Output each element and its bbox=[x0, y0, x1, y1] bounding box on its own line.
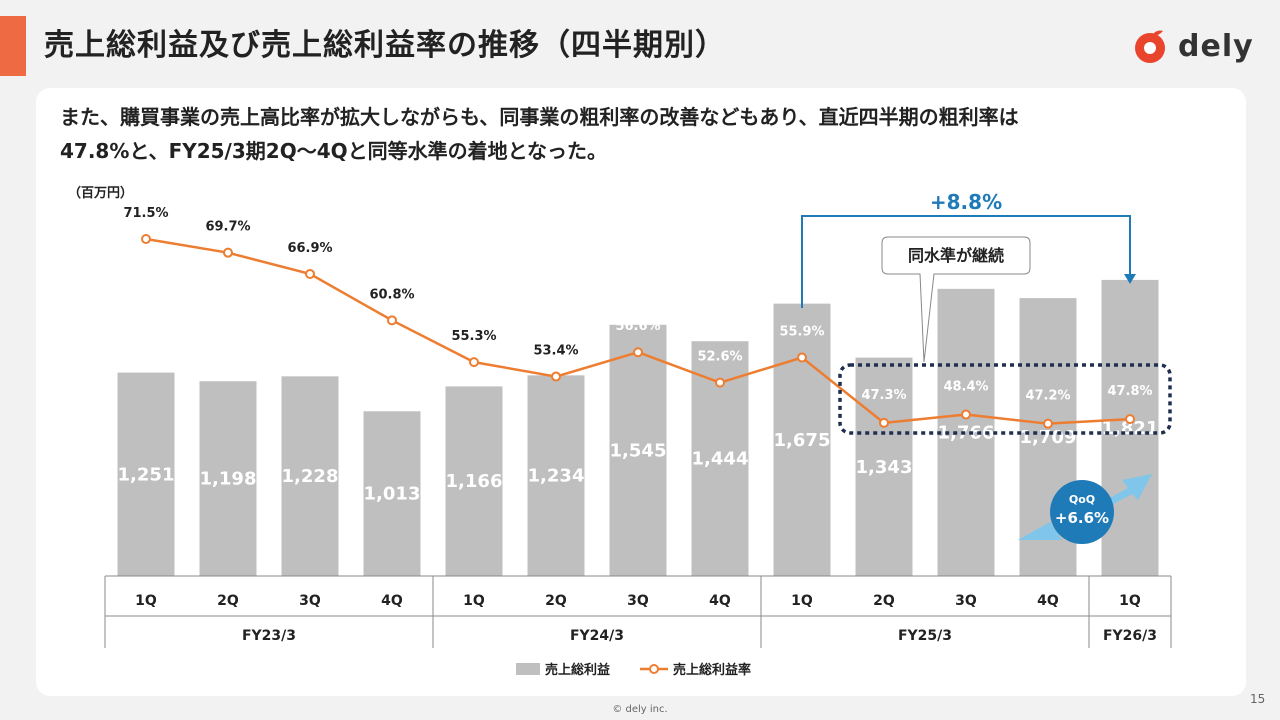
bar bbox=[363, 411, 421, 576]
x-tick-label: 1Q bbox=[791, 593, 813, 609]
bar bbox=[1101, 279, 1159, 576]
rate-point bbox=[305, 268, 315, 279]
bar bbox=[609, 324, 667, 576]
rate-point bbox=[469, 357, 479, 368]
x-tick-label: 1Q bbox=[463, 593, 485, 609]
bar bbox=[445, 386, 503, 576]
rate-point bbox=[551, 371, 561, 382]
highlight-box bbox=[838, 363, 1172, 435]
fiscal-year-label: FY23/3 bbox=[242, 628, 296, 644]
bar bbox=[855, 357, 913, 576]
legend-bar-label: 売上総利益 bbox=[545, 662, 610, 678]
x-tick-label: 3Q bbox=[627, 593, 649, 609]
qoq-badge bbox=[1050, 480, 1114, 544]
rate-point bbox=[715, 377, 725, 388]
x-tick-label: 1Q bbox=[135, 593, 157, 609]
x-tick-label: 2Q bbox=[545, 593, 567, 609]
x-tick-label: 4Q bbox=[381, 593, 403, 609]
legend-line-marker bbox=[649, 664, 659, 674]
title-accent-bar bbox=[0, 16, 26, 76]
x-tick-label: 3Q bbox=[955, 593, 977, 609]
x-tick-label: 4Q bbox=[1037, 593, 1059, 609]
page-number: 15 bbox=[1250, 692, 1266, 706]
fiscal-year-label: FY24/3 bbox=[570, 628, 624, 644]
headline-line-1: また、購買事業の売上高比率が拡大しながらも、同事業の粗利率の改善などもあり、直近… bbox=[60, 105, 1019, 129]
bar bbox=[199, 381, 257, 576]
bar bbox=[773, 303, 831, 576]
rate-point bbox=[961, 409, 971, 420]
qoq-arrow bbox=[1018, 474, 1152, 540]
bar bbox=[117, 372, 175, 576]
rate-value-label: 48.4% bbox=[943, 380, 988, 395]
bar-value-label: 1,228 bbox=[282, 466, 339, 487]
x-tick-label: 3Q bbox=[299, 593, 321, 609]
rate-value-label: 55.9% bbox=[779, 325, 824, 340]
rate-point bbox=[1043, 418, 1053, 429]
fiscal-year-label: FY26/3 bbox=[1103, 628, 1157, 644]
rate-point bbox=[223, 247, 233, 258]
rate-value-label: 60.8% bbox=[369, 287, 414, 302]
rate-point bbox=[879, 417, 889, 428]
rate-value-label: 47.3% bbox=[861, 388, 906, 403]
copyright-text: © dely inc. bbox=[612, 704, 668, 715]
bar-value-label: 1,444 bbox=[692, 449, 749, 470]
change-label: +8.8% bbox=[930, 190, 1002, 214]
x-tick-label: 2Q bbox=[217, 593, 239, 609]
bar bbox=[527, 375, 585, 576]
company-logo: dely bbox=[1130, 26, 1254, 66]
rate-point bbox=[797, 352, 807, 363]
rate-point bbox=[633, 347, 643, 358]
x-tick-label: 2Q bbox=[873, 593, 895, 609]
rate-value-label: 71.5% bbox=[123, 206, 168, 221]
rate-point bbox=[1125, 414, 1135, 425]
callout-box bbox=[881, 236, 1031, 363]
rate-value-label: 55.3% bbox=[451, 329, 496, 344]
fiscal-year-label: FY25/3 bbox=[898, 628, 952, 644]
change-arrowhead bbox=[1124, 274, 1136, 284]
rate-value-label: 52.6% bbox=[697, 350, 742, 365]
bar-value-label: 1,198 bbox=[200, 469, 257, 490]
bar-value-label: 1,013 bbox=[364, 484, 421, 505]
rate-value-label: 66.9% bbox=[287, 241, 332, 256]
rate-value-label: 47.8% bbox=[1107, 384, 1152, 399]
rate-value-label: 56.6% bbox=[615, 319, 660, 334]
bar-value-label: 1,545 bbox=[610, 440, 667, 461]
qoq-value: +6.6% bbox=[1055, 509, 1109, 527]
bar-value-label: 1,343 bbox=[856, 457, 913, 478]
logo-mark-icon bbox=[1135, 30, 1165, 63]
headline-text: また、購買事業の売上高比率が拡大しながらも、同事業の粗利率の改善などもあり、直近… bbox=[60, 100, 1230, 168]
legend-bar-swatch bbox=[516, 663, 540, 675]
qoq-label: QoQ bbox=[1069, 493, 1095, 506]
x-tick-label: 1Q bbox=[1119, 593, 1141, 609]
bar-value-label: 1,166 bbox=[446, 471, 503, 492]
bar-value-label: 1,766 bbox=[938, 422, 995, 443]
bar-value-label: 1,234 bbox=[528, 466, 585, 487]
bar-value-label: 1,251 bbox=[118, 464, 175, 485]
x-tick-label: 4Q bbox=[709, 593, 731, 609]
bar bbox=[281, 376, 339, 576]
rate-value-label: 47.2% bbox=[1025, 389, 1070, 404]
logo-text: dely bbox=[1178, 28, 1254, 64]
callout-text: 同水準が継続 bbox=[908, 246, 1004, 265]
change-bracket bbox=[801, 215, 1131, 308]
page-title: 売上総利益及び売上総利益率の推移（四半期別） bbox=[44, 28, 726, 63]
rate-value-label: 53.4% bbox=[533, 344, 578, 359]
unit-label: （百万円） bbox=[68, 186, 134, 201]
rate-point bbox=[387, 315, 397, 326]
bar-value-label: 1,709 bbox=[1020, 427, 1077, 448]
bar-value-label: 1,675 bbox=[774, 430, 831, 451]
rate-point bbox=[141, 234, 151, 244]
headline-line-2: 47.8%と、FY25/3期2Q～4Qと同等水準の着地となった。 bbox=[60, 139, 608, 163]
rate-value-label: 69.7% bbox=[205, 220, 250, 235]
legend-line-label: 売上総利益率 bbox=[673, 662, 751, 678]
